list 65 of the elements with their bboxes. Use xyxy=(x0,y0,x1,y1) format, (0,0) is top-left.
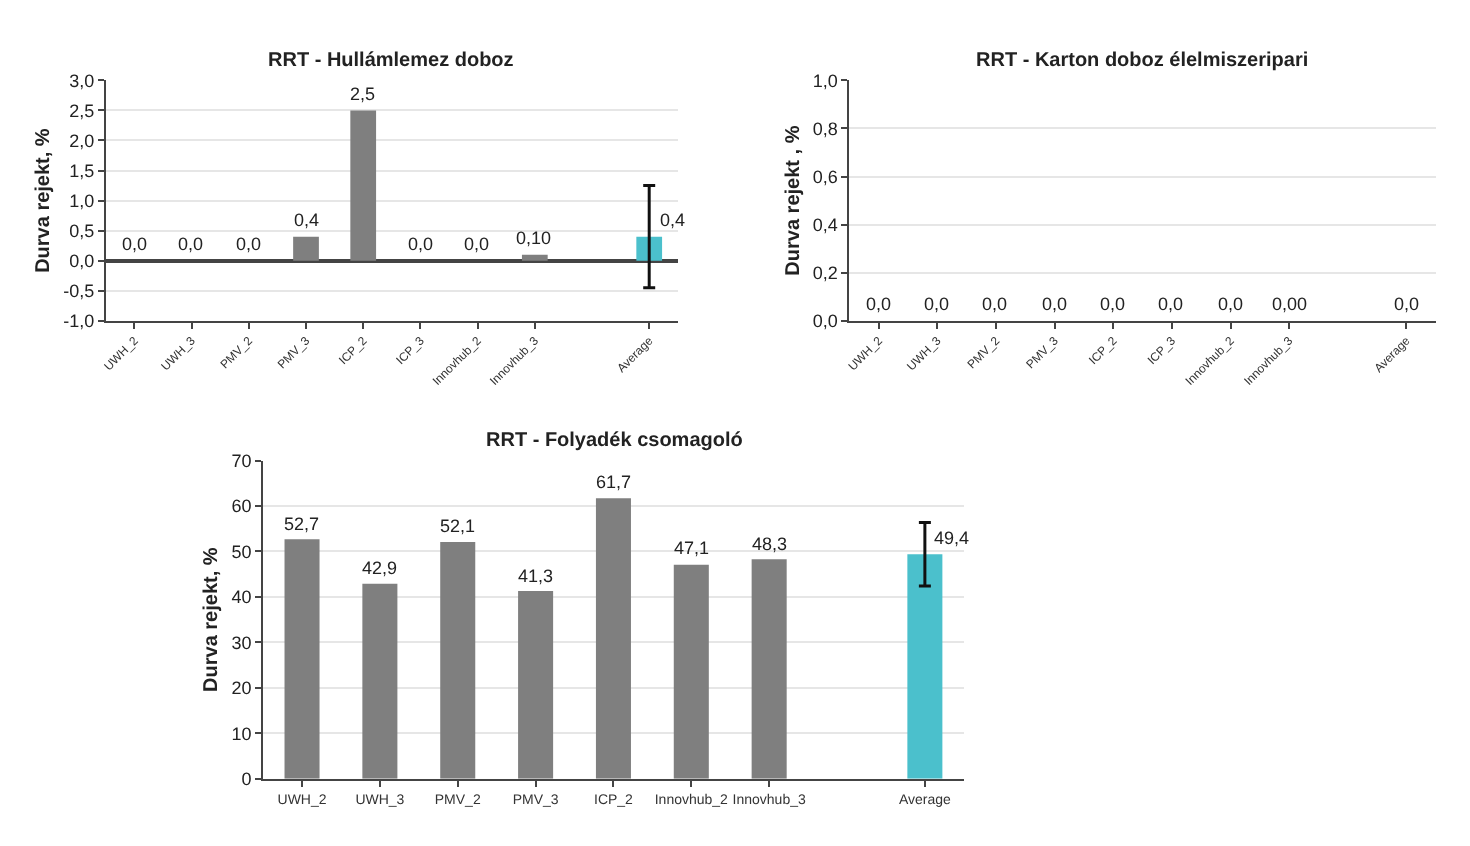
data-label: 41,3 xyxy=(518,566,554,586)
data-label: 2,5 xyxy=(350,84,376,104)
data-label: 52,1 xyxy=(440,516,476,536)
y-tick-label: 20 xyxy=(231,678,252,699)
bar xyxy=(284,539,320,779)
data-label: 49,4 xyxy=(934,528,970,548)
data-label: 0,4 xyxy=(660,210,686,230)
data-label: 0,0 xyxy=(1394,294,1420,314)
data-label: 0,0 xyxy=(1100,294,1126,314)
chart-title: RRT - Folyadék csomagoló xyxy=(486,430,743,452)
y-tick-label: 0,0 xyxy=(812,311,838,332)
y-tick-label: 70 xyxy=(231,450,252,471)
y-tick-label: 3,0 xyxy=(69,70,95,91)
chart-title: RRT - Hullámlemez doboz xyxy=(268,50,514,72)
y-tick-label: 30 xyxy=(231,632,252,653)
data-label: 0,0 xyxy=(122,234,148,254)
data-label: 0,0 xyxy=(408,234,434,254)
y-axis-title: Durva rejekt , % xyxy=(782,125,805,276)
y-tick-label: 50 xyxy=(231,541,252,562)
y-tick-label: 40 xyxy=(231,587,252,608)
y-tick-label: 1,5 xyxy=(69,160,95,181)
y-tick-label: 0,8 xyxy=(812,118,838,139)
data-label: 61,7 xyxy=(596,472,632,492)
y-tick-label: 1,0 xyxy=(69,190,95,211)
bar xyxy=(293,236,319,261)
y-axis-title: Durva rejekt, % xyxy=(33,128,56,273)
y-tick-label: 0,4 xyxy=(812,214,838,235)
data-label: 0,0 xyxy=(1042,294,1068,314)
y-tick-label: 2,0 xyxy=(69,130,95,151)
data-label: 0,0 xyxy=(1218,294,1244,314)
y-tick-label: 10 xyxy=(231,723,252,744)
data-label: 0,4 xyxy=(294,210,320,230)
chart-title: RRT - Karton doboz élelmiszeripari xyxy=(976,50,1309,72)
bar xyxy=(751,559,787,779)
bar xyxy=(907,554,943,779)
y-tick-label: -0,5 xyxy=(63,281,95,302)
y-tick-label: 0,2 xyxy=(812,263,838,284)
data-label: 0,0 xyxy=(1158,294,1184,314)
y-tick-label: 0,5 xyxy=(69,220,95,241)
data-label: 47,1 xyxy=(674,538,710,558)
data-label: 0,0 xyxy=(866,294,892,314)
bar xyxy=(595,498,631,779)
data-label: 0,00 xyxy=(1272,294,1308,314)
y-tick-label: 2,5 xyxy=(69,100,95,121)
y-axis-title: Durva rejekt, % xyxy=(201,547,224,692)
bar xyxy=(440,541,476,779)
bar xyxy=(521,254,548,261)
y-tick-label: 60 xyxy=(231,496,252,517)
data-label: 48,3 xyxy=(752,534,788,554)
data-label: 52,7 xyxy=(284,514,320,534)
y-tick-label: 1,0 xyxy=(812,70,838,91)
bar xyxy=(518,591,554,779)
data-label: 0,0 xyxy=(464,234,490,254)
data-label: 0,10 xyxy=(516,228,552,248)
data-label: 0,0 xyxy=(982,294,1008,314)
data-label: 0,0 xyxy=(924,294,950,314)
y-tick-label: 0,0 xyxy=(69,251,95,272)
data-label: 42,9 xyxy=(362,558,398,578)
data-label: 0,0 xyxy=(178,234,204,254)
y-tick-label: 0 xyxy=(241,769,252,790)
y-tick-label: -1,0 xyxy=(63,311,95,332)
y-tick-label: 0,6 xyxy=(812,166,838,187)
bar xyxy=(673,564,709,779)
bar xyxy=(350,110,377,261)
bar xyxy=(362,583,398,779)
